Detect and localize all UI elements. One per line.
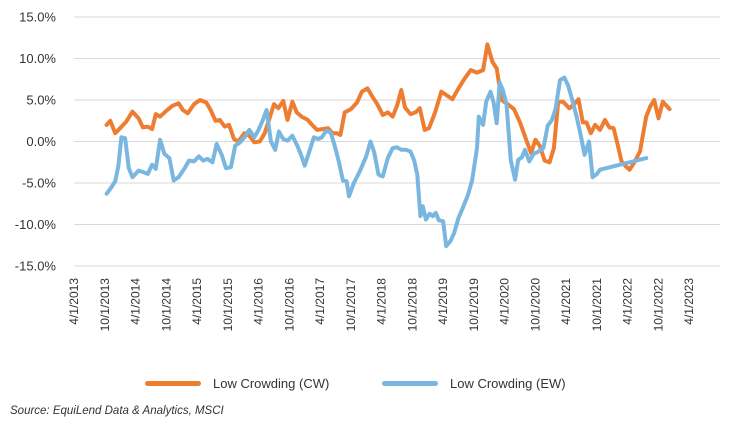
series-lines xyxy=(104,42,672,249)
x-tick-label: 4/1/2013 xyxy=(67,278,81,325)
legend-item-ew: Low Crowding (EW) xyxy=(382,376,566,391)
y-axis-ticks: 15.0% 10.0% 5.0% 0.0% -5.0% -10.0% -15.0% xyxy=(15,10,57,274)
x-tick-label: 10/1/2021 xyxy=(590,278,604,332)
source-note: Source: EquiLend Data & Analytics, MSCI xyxy=(10,405,224,417)
x-tick-label: 10/1/2022 xyxy=(651,278,665,332)
x-tick-label: 4/1/2022 xyxy=(621,278,635,325)
x-tick-label: 10/1/2018 xyxy=(405,278,419,332)
y-tick-label: 5.0% xyxy=(26,93,56,108)
line-chart: 15.0% 10.0% 5.0% 0.0% -5.0% -10.0% -15.0% 4/1/… xyxy=(15,10,720,332)
x-tick-label: 4/1/2020 xyxy=(498,278,512,325)
x-tick-label: 4/1/2018 xyxy=(375,278,389,325)
legend-swatch-cw xyxy=(145,381,201,386)
x-tick-label: 10/1/2016 xyxy=(282,278,296,332)
x-tick-label: 4/1/2015 xyxy=(190,278,204,325)
x-axis-ticks: 4/1/2013 10/1/2013 4/1/2014 10/1/2014 4/1/20… xyxy=(67,278,696,332)
grid-lines xyxy=(74,16,720,267)
y-tick-label: 0.0% xyxy=(26,134,56,149)
legend-label-cw: Low Crowding (CW) xyxy=(213,376,330,391)
x-tick-label: 10/1/2015 xyxy=(221,278,235,332)
x-tick-label: 10/1/2014 xyxy=(159,278,173,332)
legend-label-ew: Low Crowding (EW) xyxy=(450,376,566,391)
x-tick-label: 4/1/2019 xyxy=(436,278,450,325)
legend-item-cw: Low Crowding (CW) xyxy=(145,376,329,391)
y-tick-label: -15.0% xyxy=(15,259,57,274)
x-tick-label: 10/1/2013 xyxy=(98,278,112,332)
legend-swatch-ew xyxy=(382,381,438,386)
y-tick-label: -5.0% xyxy=(22,176,56,191)
y-tick-label: 10.0% xyxy=(19,51,56,66)
x-tick-label: 4/1/2017 xyxy=(313,278,327,325)
y-tick-label: -10.0% xyxy=(15,217,57,232)
y-tick-label: 15.0% xyxy=(19,10,56,25)
x-tick-label: 10/1/2019 xyxy=(467,278,481,332)
series-line-cw xyxy=(104,42,672,172)
x-tick-label: 4/1/2016 xyxy=(252,278,266,325)
x-tick-label: 10/1/2020 xyxy=(528,278,542,332)
x-tick-label: 4/1/2023 xyxy=(682,278,696,325)
x-tick-label: 4/1/2014 xyxy=(129,278,143,325)
x-tick-label: 4/1/2021 xyxy=(559,278,573,325)
x-tick-label: 10/1/2017 xyxy=(344,278,358,332)
series-line-ew xyxy=(104,75,649,249)
legend: Low Crowding (CW) Low Crowding (EW) xyxy=(0,376,735,396)
